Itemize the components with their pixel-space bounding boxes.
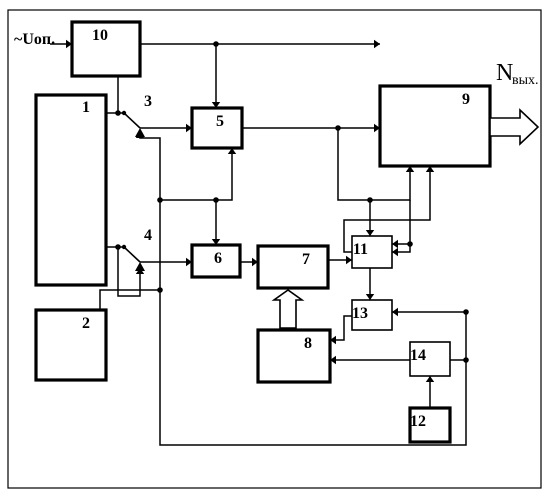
block-label-b9: 9	[462, 91, 470, 108]
wire-8	[118, 247, 140, 296]
label-uop: ~Uоп.	[14, 31, 55, 48]
block-b7	[258, 246, 328, 288]
arrowhead	[366, 230, 374, 236]
arrowhead	[426, 376, 434, 382]
arrowhead	[392, 240, 398, 248]
block-label-b1: 1	[82, 99, 90, 116]
block-label-b14: 14	[410, 347, 426, 364]
block-label-b5: 5	[216, 113, 224, 130]
block-label-b11: 11	[353, 241, 368, 258]
wire-11	[160, 148, 232, 200]
label-n-out-sub: вых.	[512, 73, 539, 88]
arrowhead	[392, 248, 398, 256]
junction-dot	[463, 309, 469, 315]
junction-dot	[407, 241, 413, 247]
switch-arm-s4	[124, 247, 140, 262]
switch-label-s3: 3	[144, 93, 152, 110]
junction-dot	[213, 197, 219, 203]
junction-dot	[213, 41, 219, 47]
junction-dot	[335, 125, 341, 131]
arrowhead	[392, 308, 398, 316]
block-diagram: 1210567891113141234~Uоп.Nвых.	[0, 0, 547, 500]
junction-dot	[115, 110, 121, 116]
junction-dot	[115, 244, 121, 250]
block-label-b7: 7	[302, 251, 310, 268]
arrowhead	[366, 294, 374, 300]
block-label-b8: 8	[304, 335, 312, 352]
junction-dot	[367, 197, 373, 203]
wire-16	[370, 166, 410, 200]
switch-label-s4: 4	[144, 227, 152, 244]
switch-pivot-s4	[135, 262, 145, 271]
wire-26	[330, 316, 352, 340]
block-label-b6: 6	[214, 250, 222, 267]
block-b2	[36, 310, 106, 380]
block-b8	[258, 330, 330, 382]
output-arrow	[490, 110, 538, 144]
switch-pivot-s3	[135, 128, 145, 137]
junction-dot	[157, 287, 163, 293]
block-b9	[380, 86, 490, 166]
block-b1	[36, 95, 106, 285]
block-label-b2: 2	[82, 315, 90, 332]
block-label-b12: 12	[410, 413, 426, 430]
wire-9	[100, 132, 160, 310]
block-label-b10: 10	[92, 27, 108, 44]
junction-dot	[157, 197, 163, 203]
label-n-out: N	[496, 60, 513, 86]
arrow-8-to-7	[274, 290, 302, 328]
block-label-b13: 13	[352, 305, 368, 322]
junction-dot	[463, 357, 469, 363]
switch-arm-s3	[124, 113, 140, 128]
arrowhead	[346, 256, 352, 264]
arrowhead	[374, 40, 380, 48]
